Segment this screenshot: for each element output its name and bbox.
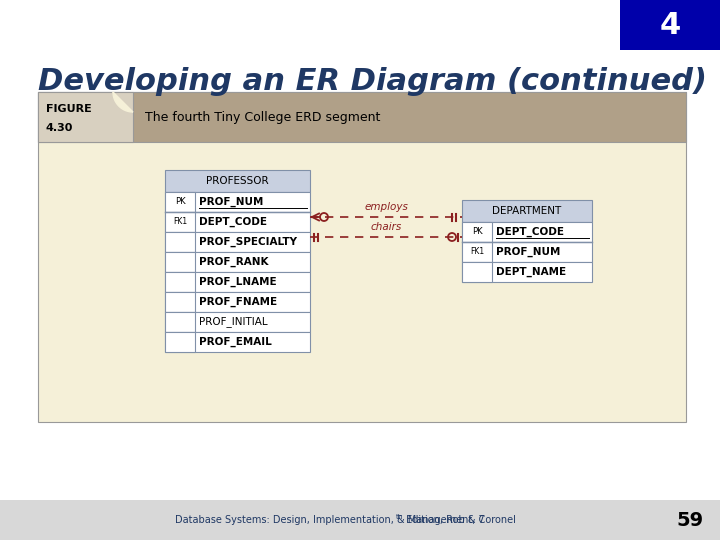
Bar (165, 292, 310, 312)
Text: PROF_RANK: PROF_RANK (199, 257, 269, 267)
Bar (462, 262, 492, 282)
Text: PK: PK (472, 227, 482, 237)
Bar (165, 332, 310, 352)
Text: PROF_SPECIALTY: PROF_SPECIALTY (199, 237, 297, 247)
Text: 59: 59 (676, 510, 703, 530)
Bar (462, 222, 492, 242)
Text: FIGURE: FIGURE (46, 105, 91, 114)
Bar (165, 272, 195, 292)
Text: PROF_LNAME: PROF_LNAME (199, 277, 276, 287)
Bar (165, 272, 310, 292)
Text: Database Systems: Design, Implementation, & Management, 7: Database Systems: Design, Implementation… (175, 515, 485, 525)
Bar (165, 232, 195, 252)
Bar (38, 92, 686, 422)
Text: Developing an ER Diagram (continued): Developing an ER Diagram (continued) (38, 68, 707, 97)
Bar (38, 92, 133, 142)
Text: PROF_INITIAL: PROF_INITIAL (199, 316, 268, 327)
Polygon shape (113, 92, 133, 112)
Bar (462, 262, 592, 282)
Text: PK: PK (175, 198, 185, 206)
Text: FK1: FK1 (173, 218, 187, 226)
Bar (165, 232, 310, 252)
Text: PROF_FNAME: PROF_FNAME (199, 297, 277, 307)
Bar (165, 312, 310, 332)
Bar (462, 222, 592, 242)
Bar (165, 192, 195, 212)
Bar (0, 500, 720, 540)
Bar (165, 170, 310, 192)
Bar (38, 92, 686, 142)
Text: PROF_NUM: PROF_NUM (199, 197, 264, 207)
Text: DEPT_NAME: DEPT_NAME (496, 267, 566, 277)
Bar (165, 212, 310, 232)
Bar (165, 252, 195, 272)
Bar (462, 200, 592, 222)
Text: 4: 4 (660, 10, 680, 39)
Bar (165, 312, 195, 332)
Text: PROF_NUM: PROF_NUM (496, 247, 560, 257)
Text: The fourth Tiny College ERD segment: The fourth Tiny College ERD segment (145, 111, 380, 124)
Text: employs: employs (364, 202, 408, 212)
Text: chairs: chairs (370, 222, 402, 232)
Text: PROFESSOR: PROFESSOR (206, 176, 269, 186)
Bar (165, 212, 195, 232)
Bar (165, 332, 195, 352)
Bar (462, 242, 592, 262)
Text: DEPARTMENT: DEPARTMENT (492, 206, 562, 216)
Text: DEPT_CODE: DEPT_CODE (199, 217, 267, 227)
Text: DEPT_CODE: DEPT_CODE (496, 227, 564, 237)
Text: PROF_EMAIL: PROF_EMAIL (199, 337, 271, 347)
Bar (165, 292, 195, 312)
Text: th: th (396, 514, 403, 520)
Text: 4.30: 4.30 (46, 123, 73, 133)
Bar (462, 242, 492, 262)
Bar (620, 0, 720, 50)
Text: FK1: FK1 (470, 247, 484, 256)
Text: Edition, Rob & Coronel: Edition, Rob & Coronel (403, 515, 516, 525)
Bar (165, 252, 310, 272)
Bar (165, 192, 310, 212)
